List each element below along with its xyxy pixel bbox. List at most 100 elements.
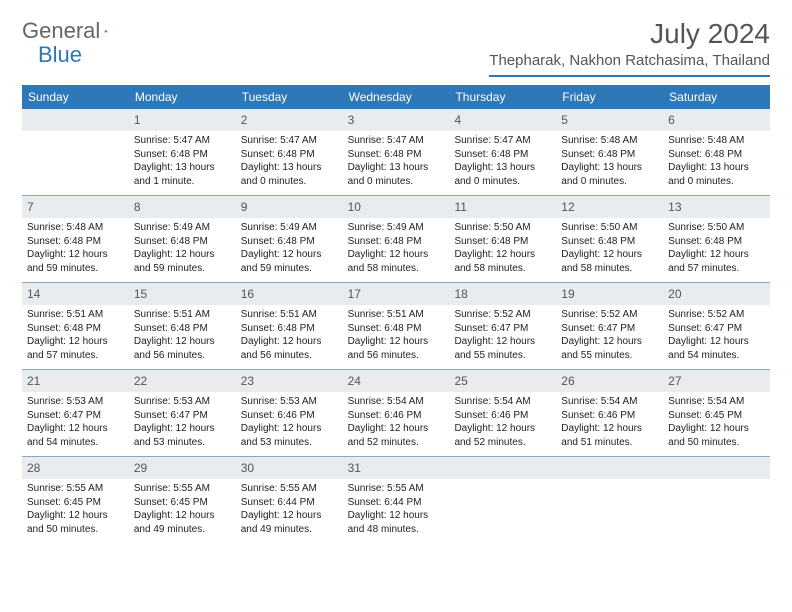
calendar-cell: 17Sunrise: 5:51 AMSunset: 6:48 PMDayligh… <box>343 283 450 369</box>
day-number: 2 <box>236 109 343 131</box>
calendar-cell: 18Sunrise: 5:52 AMSunset: 6:47 PMDayligh… <box>449 283 556 369</box>
day-number: 21 <box>22 370 129 392</box>
daylight-line: Daylight: 12 hours and 53 minutes. <box>134 422 231 449</box>
day-number <box>663 457 770 479</box>
sunset-line: Sunset: 6:46 PM <box>241 409 338 423</box>
day-number: 10 <box>343 196 450 218</box>
sunrise-line: Sunrise: 5:55 AM <box>134 482 231 496</box>
dow-header: Tuesday <box>236 85 343 109</box>
calendar-cell: 11Sunrise: 5:50 AMSunset: 6:48 PMDayligh… <box>449 196 556 282</box>
day-body: Sunrise: 5:51 AMSunset: 6:48 PMDaylight:… <box>236 305 343 368</box>
day-number <box>449 457 556 479</box>
sunset-line: Sunset: 6:46 PM <box>348 409 445 423</box>
day-body: Sunrise: 5:50 AMSunset: 6:48 PMDaylight:… <box>556 218 663 281</box>
sunset-line: Sunset: 6:48 PM <box>561 148 658 162</box>
day-number: 12 <box>556 196 663 218</box>
calendar-week: 14Sunrise: 5:51 AMSunset: 6:48 PMDayligh… <box>22 283 770 370</box>
day-body: Sunrise: 5:51 AMSunset: 6:48 PMDaylight:… <box>22 305 129 368</box>
calendar-cell <box>449 457 556 543</box>
daylight-line: Daylight: 12 hours and 55 minutes. <box>454 335 551 362</box>
calendar-cell: 26 Sunrise: 5:54 AMSunset: 6:46 PMDayligh… <box>556 370 663 456</box>
calendar-cell: 1Sunrise: 5:47 AMSunset: 6:48 PMDaylight… <box>129 109 236 195</box>
day-number: 9 <box>236 196 343 218</box>
sunrise-line: Sunrise: 5:52 AM <box>454 308 551 322</box>
day-number: 23 <box>236 370 343 392</box>
sunset-line: Sunset: 6:48 PM <box>454 235 551 249</box>
sunrise-line: Sunrise: 5:49 AM <box>348 221 445 235</box>
sunrise-line: Sunrise: 5:55 AM <box>27 482 124 496</box>
day-number: 6 <box>663 109 770 131</box>
calendar-cell: 14Sunrise: 5:51 AMSunset: 6:48 PMDayligh… <box>22 283 129 369</box>
day-number: 4 <box>449 109 556 131</box>
daylight-line: Daylight: 12 hours and 57 minutes. <box>668 248 765 275</box>
calendar-cell: 5Sunrise: 5:48 AMSunset: 6:48 PMDaylight… <box>556 109 663 195</box>
day-number: 24 <box>343 370 450 392</box>
day-body: Sunrise: 5:53 AMSunset: 6:47 PMDaylight:… <box>129 392 236 455</box>
day-body: Sunrise: 5:50 AMSunset: 6:48 PMDaylight:… <box>449 218 556 281</box>
day-body: Sunrise: 5:48 AMSunset: 6:48 PMDaylight:… <box>663 131 770 194</box>
sunrise-line: Sunrise: 5:51 AM <box>134 308 231 322</box>
sunrise-line: Sunrise: 5:52 AM <box>561 308 658 322</box>
daylight-line: Daylight: 12 hours and 55 minutes. <box>561 335 658 362</box>
day-number: 7 <box>22 196 129 218</box>
day-number: 13 <box>663 196 770 218</box>
calendar-cell: 19 Sunrise: 5:52 AMSunset: 6:47 PMDayligh… <box>556 283 663 369</box>
calendar-cell: 28Sunrise: 5:55 AMSunset: 6:45 PMDayligh… <box>22 457 129 543</box>
sunrise-line: Sunrise: 5:51 AM <box>241 308 338 322</box>
day-body: Sunrise: 5:53 AMSunset: 6:46 PMDaylight:… <box>236 392 343 455</box>
day-number: 27 <box>663 370 770 392</box>
sunset-line: Sunset: 6:47 PM <box>668 322 765 336</box>
day-number: 3 <box>343 109 450 131</box>
day-body: Sunrise: 5:55 AMSunset: 6:45 PMDaylight:… <box>22 479 129 542</box>
sunrise-line: Sunrise: 5:49 AM <box>241 221 338 235</box>
day-body: Sunrise: 5:53 AMSunset: 6:47 PMDaylight:… <box>22 392 129 455</box>
sunset-line: Sunset: 6:47 PM <box>561 322 658 336</box>
sunset-line: Sunset: 6:45 PM <box>134 496 231 510</box>
day-body: Sunrise: 5:49 AMSunset: 6:48 PMDaylight:… <box>129 218 236 281</box>
day-body: Sunrise: 5:48 AMSunset: 6:48 PMDaylight:… <box>556 131 663 194</box>
sunrise-line: Sunrise: 5:54 AM <box>668 395 765 409</box>
daylight-line: Daylight: 12 hours and 49 minutes. <box>134 509 231 536</box>
day-body: Sunrise: 5:55 AMSunset: 6:44 PMDaylight:… <box>236 479 343 542</box>
calendar-cell: 20Sunrise: 5:52 AMSunset: 6:47 PMDayligh… <box>663 283 770 369</box>
sunrise-line: Sunrise: 5:52 AM <box>668 308 765 322</box>
day-number: 31 <box>343 457 450 479</box>
day-number <box>556 457 663 479</box>
daylight-line: Daylight: 12 hours and 51 minutes. <box>561 422 658 449</box>
sunset-line: Sunset: 6:48 PM <box>134 235 231 249</box>
day-number: 20 <box>663 283 770 305</box>
sunset-line: Sunset: 6:46 PM <box>561 409 658 423</box>
daylight-line: Daylight: 12 hours and 54 minutes. <box>668 335 765 362</box>
day-number: 26 <box>556 370 663 392</box>
sunset-line: Sunset: 6:47 PM <box>454 322 551 336</box>
sunrise-line: Sunrise: 5:47 AM <box>348 134 445 148</box>
location: Thepharak, Nakhon Ratchasima, Thailand <box>489 52 770 77</box>
sunset-line: Sunset: 6:45 PM <box>27 496 124 510</box>
sunrise-line: Sunrise: 5:53 AM <box>27 395 124 409</box>
day-number: 15 <box>129 283 236 305</box>
sunrise-line: Sunrise: 5:50 AM <box>561 221 658 235</box>
sunrise-line: Sunrise: 5:53 AM <box>241 395 338 409</box>
day-number: 28 <box>22 457 129 479</box>
day-number: 14 <box>22 283 129 305</box>
sunrise-line: Sunrise: 5:47 AM <box>134 134 231 148</box>
sunrise-line: Sunrise: 5:54 AM <box>561 395 658 409</box>
day-body: Sunrise: 5:51 AMSunset: 6:48 PMDaylight:… <box>129 305 236 368</box>
day-body: Sunrise: 5:54 AMSunset: 6:45 PMDaylight:… <box>663 392 770 455</box>
day-body: Sunrise: 5:47 AMSunset: 6:48 PMDaylight:… <box>343 131 450 194</box>
day-body: Sunrise: 5:52 AMSunset: 6:47 PMDaylight:… <box>663 305 770 368</box>
sunset-line: Sunset: 6:48 PM <box>241 235 338 249</box>
day-number: 19 <box>556 283 663 305</box>
sunrise-line: Sunrise: 5:49 AM <box>134 221 231 235</box>
calendar-week: 1Sunrise: 5:47 AMSunset: 6:48 PMDaylight… <box>22 109 770 196</box>
daylight-line: Daylight: 12 hours and 59 minutes. <box>27 248 124 275</box>
calendar-cell: 12Sunrise: 5:50 AMSunset: 6:48 PMDayligh… <box>556 196 663 282</box>
logo-sail-icon <box>104 22 108 40</box>
daylight-line: Daylight: 13 hours and 0 minutes. <box>454 161 551 188</box>
daylight-line: Daylight: 12 hours and 56 minutes. <box>348 335 445 362</box>
sunrise-line: Sunrise: 5:54 AM <box>454 395 551 409</box>
daylight-line: Daylight: 12 hours and 57 minutes. <box>27 335 124 362</box>
logo-text-1: General <box>22 18 100 44</box>
dow-header: Thursday <box>449 85 556 109</box>
day-body: Sunrise: 5:54 AMSunset: 6:46 PMDaylight:… <box>449 392 556 455</box>
